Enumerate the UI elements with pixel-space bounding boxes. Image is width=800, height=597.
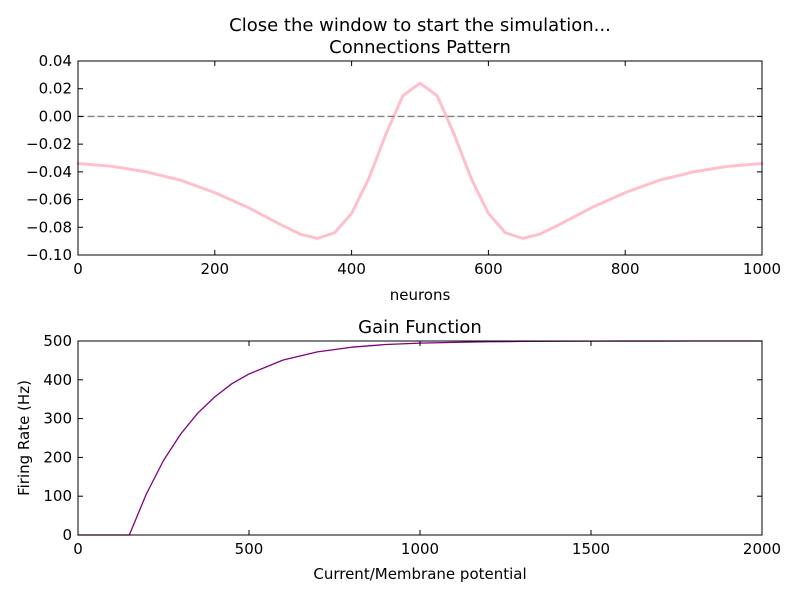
x-axis-label: neurons bbox=[390, 286, 451, 304]
x-axis-label: Current/Membrane potential bbox=[313, 565, 526, 583]
x-tick-label: 1000 bbox=[401, 540, 439, 558]
figure-suptitle: Close the window to start the simulation… bbox=[229, 15, 611, 36]
x-tick-label: 200 bbox=[200, 260, 229, 278]
x-tick-label: 500 bbox=[235, 540, 264, 558]
y-tick-label: −0.10 bbox=[26, 246, 72, 264]
y-tick-label: 400 bbox=[43, 371, 72, 389]
y-tick-label: −0.02 bbox=[26, 135, 72, 153]
y-tick-label: 0.04 bbox=[39, 52, 72, 70]
y-tick-label: 0 bbox=[62, 526, 72, 544]
axes-title: Connections Pattern bbox=[329, 37, 511, 58]
x-tick-label: 0 bbox=[73, 540, 83, 558]
y-tick-label: 500 bbox=[43, 332, 72, 350]
x-tick-label: 1000 bbox=[743, 260, 781, 278]
y-tick-label: −0.06 bbox=[26, 191, 72, 209]
gain-function-axes: Gain Function 0 500 1000 1500 2000 0 100 200 300… bbox=[15, 317, 781, 583]
axes-frame bbox=[77, 60, 763, 256]
x-tick-label: 2000 bbox=[743, 540, 781, 558]
x-tick-label: 400 bbox=[337, 260, 366, 278]
y-tick-label: −0.04 bbox=[26, 163, 72, 181]
y-tick-label: 0.02 bbox=[39, 80, 72, 98]
series-line-0 bbox=[76, 81, 764, 240]
y-tick-label: −0.08 bbox=[26, 218, 72, 236]
y-axis-label: Firing Rate (Hz) bbox=[15, 380, 33, 496]
y-tick-label: 100 bbox=[43, 487, 72, 505]
y-tick-label: 200 bbox=[43, 448, 72, 466]
x-tick-label: 1500 bbox=[572, 540, 610, 558]
connections-pattern-axes: Connections Pattern 0 200 400 600 800 1000 −0.… bbox=[26, 37, 781, 304]
x-tick-label: 0 bbox=[73, 260, 83, 278]
axes-title: Gain Function bbox=[358, 317, 482, 338]
y-tick-label: 0.00 bbox=[39, 107, 72, 125]
y-tick-label: 300 bbox=[43, 410, 72, 428]
x-tick-label: 600 bbox=[474, 260, 503, 278]
x-tick-label: 800 bbox=[611, 260, 640, 278]
